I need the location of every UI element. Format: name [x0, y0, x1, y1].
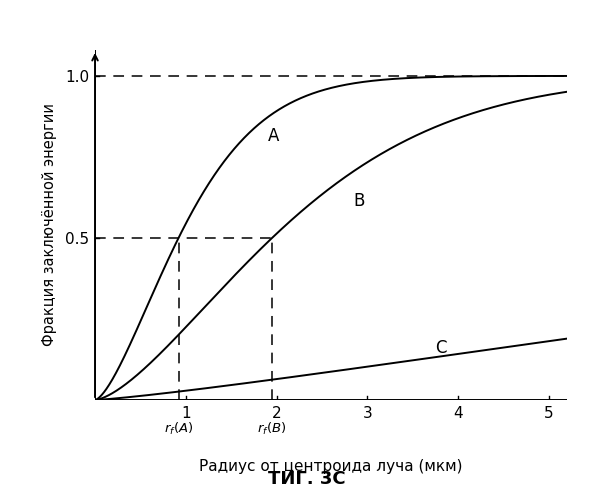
Text: B: B [354, 192, 365, 210]
Text: A: A [267, 126, 279, 144]
Text: $r_f(A)$: $r_f(A)$ [164, 421, 193, 437]
Y-axis label: Фракция заключённой энергии: Фракция заключённой энергии [42, 104, 57, 346]
Text: $r_f(B)$: $r_f(B)$ [257, 421, 287, 437]
Text: C: C [435, 339, 447, 357]
Text: ΤИГ. 3C: ΤИГ. 3C [268, 470, 345, 488]
X-axis label: Радиус от центроида луча (мкм): Радиус от центроида луча (мкм) [199, 460, 463, 474]
